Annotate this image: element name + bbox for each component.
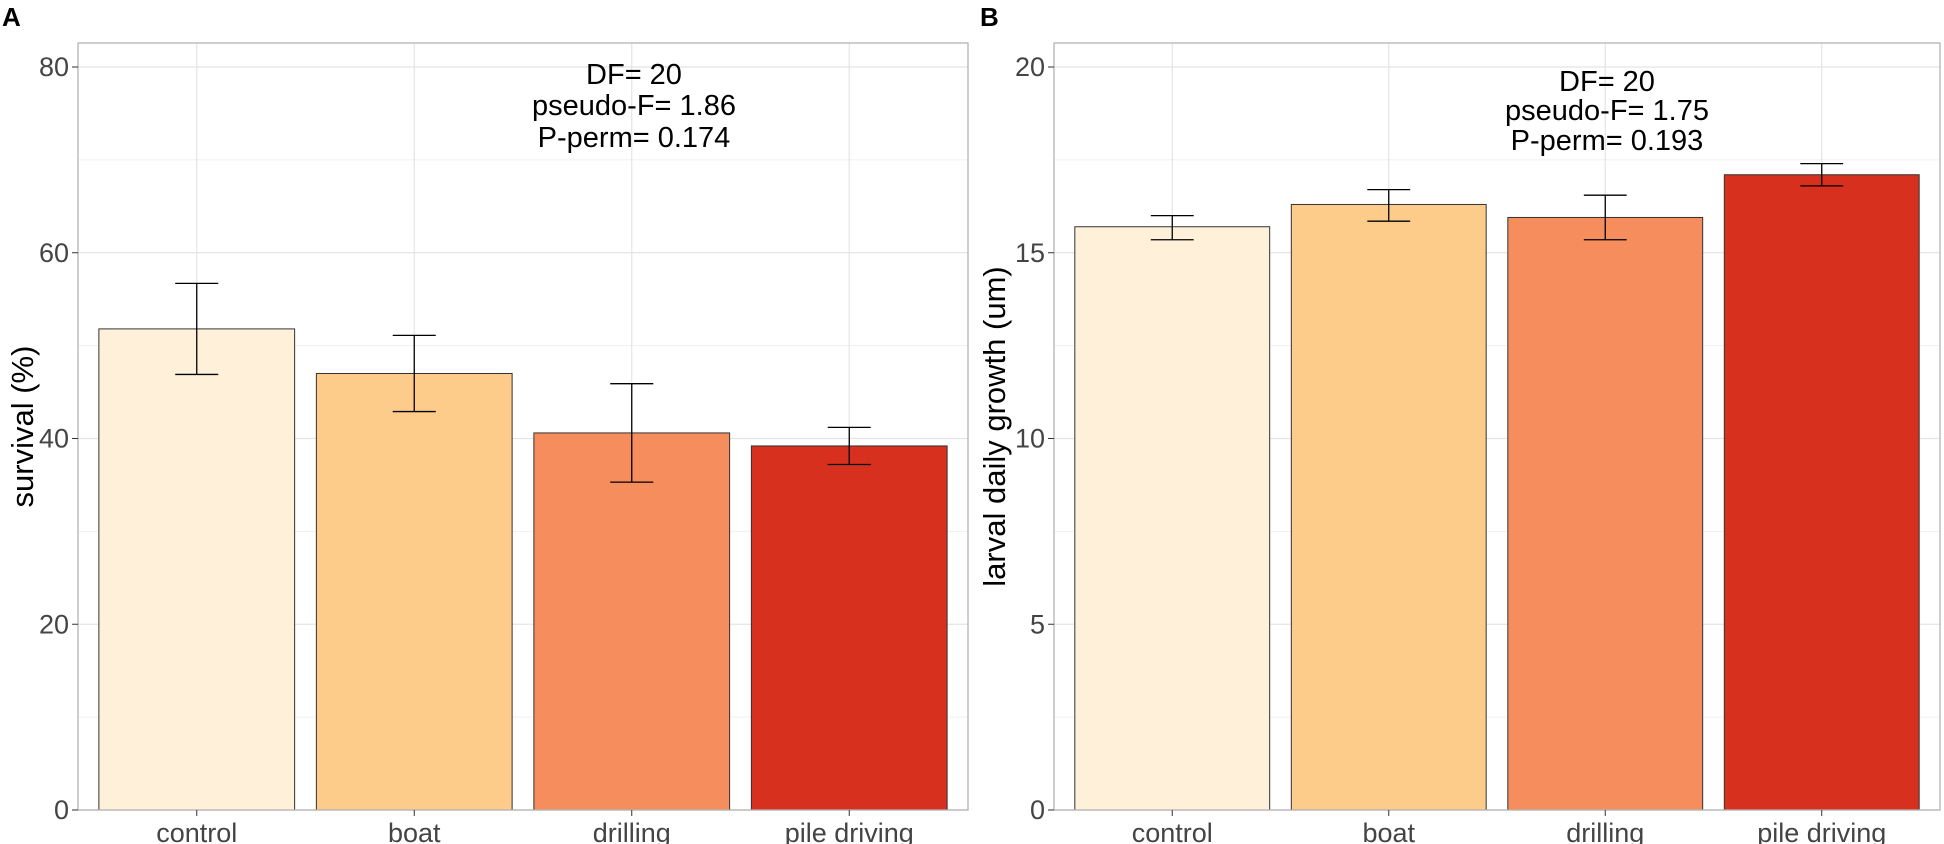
panel-b-stat-df: DF= 20	[1559, 66, 1655, 98]
panel-a-letter: A	[2, 2, 21, 32]
panel-b-bars	[1074, 174, 1920, 811]
panel-b-bar-drilling	[1507, 216, 1704, 811]
panel-a-bars	[98, 328, 948, 811]
panel-a-x-tick-label-drilling: drilling	[593, 818, 671, 844]
panel-a-x-tick-label-boat: boat	[388, 818, 441, 844]
panel-b-stat-p-perm: P-perm= 0.193	[1511, 125, 1704, 157]
panel-b-x-tick-label-pile-driving: pile driving	[1757, 818, 1886, 844]
panel-b-y-tick-label: 20	[1015, 52, 1045, 82]
panel-a-error-bar-drilling	[610, 383, 654, 483]
panel-b-y-tick-label: 15	[1015, 238, 1045, 268]
panel-b-stat-pseudo-f: pseudo-F= 1.75	[1505, 95, 1709, 127]
panel-b-x-tick-label-drilling: drilling	[1566, 818, 1644, 844]
panel-a-bar-control	[98, 328, 296, 811]
panel-a-stat-p-perm: P-perm= 0.174	[538, 122, 731, 154]
panel-a-y-ticks: 0 20 40 60 80	[39, 52, 78, 825]
panel-a-stats-annotation: DF= 20 pseudo-F= 1.86 P-perm= 0.174	[532, 59, 736, 154]
panel-a-x-tick-label-pile-driving: pile driving	[785, 818, 914, 844]
panel-b-x-tick-label-control: control	[1132, 818, 1213, 844]
panel-a-y-tick-label: 0	[54, 795, 69, 825]
panel-b-y-tick-label: 0	[1030, 795, 1045, 825]
panel-a-error-bar-boat	[392, 334, 436, 413]
panel-a-error-bar-control	[175, 282, 219, 376]
panel-a-stat-pseudo-f: pseudo-F= 1.86	[532, 90, 736, 122]
panel-b-error-bar-control	[1150, 214, 1194, 241]
panel-b-error-bar-pile-driving	[1800, 162, 1844, 187]
panel-b-border	[1053, 42, 1941, 811]
panel-b-bar-pile-driving	[1723, 174, 1920, 811]
panel-b-y-tick-label: 5	[1030, 609, 1045, 639]
panel-a-stat-df: DF= 20	[586, 59, 682, 91]
panel-a-bar-drilling	[533, 432, 731, 811]
panel-a-y-tick-label: 40	[39, 424, 69, 454]
panel-a-x-ticks: control boat drilling pile driving	[156, 810, 914, 844]
panel-a-y-tick-label: 80	[39, 52, 69, 82]
panel-b-error-bars	[1150, 162, 1844, 241]
panel-b-x-ticks: control boat drilling pile driving	[1132, 810, 1886, 844]
panel-b-error-bar-boat	[1367, 188, 1411, 222]
panel-a-border	[77, 42, 969, 811]
panel-a-y-tick-label: 20	[39, 609, 69, 639]
panel-a-y-tick-label: 60	[39, 238, 69, 268]
panel-b-x-tick-label-boat: boat	[1362, 818, 1415, 844]
panel-a: A 0 20 40 60 80 control boat drilling pile driv…	[2, 2, 969, 844]
panel-b-error-bar-drilling	[1583, 194, 1627, 241]
panel-a-bar-boat	[315, 372, 513, 811]
panel-b-y-ticks: 0 5 10 15 20	[1015, 52, 1054, 825]
panel-a-error-bars	[175, 282, 871, 483]
panel-b: B 0 5 10 15 20 control boat drilling pile drivi…	[977, 2, 1941, 844]
panel-b-bar-boat	[1290, 203, 1487, 811]
panel-b-letter: B	[980, 2, 999, 32]
panel-b-y-tick-label: 10	[1015, 424, 1045, 454]
panel-a-error-bar-pile-driving	[827, 426, 871, 466]
panel-a-x-tick-label-control: control	[156, 818, 237, 844]
panel-a-bar-pile-driving	[750, 445, 948, 811]
panel-b-stats-annotation: DF= 20 pseudo-F= 1.75 P-perm= 0.193	[1505, 66, 1709, 157]
panel-a-y-axis-title: survival (%)	[5, 346, 40, 508]
panel-b-y-axis-title: larval daily growth (um)	[977, 266, 1012, 586]
panel-b-bar-control	[1074, 226, 1271, 811]
